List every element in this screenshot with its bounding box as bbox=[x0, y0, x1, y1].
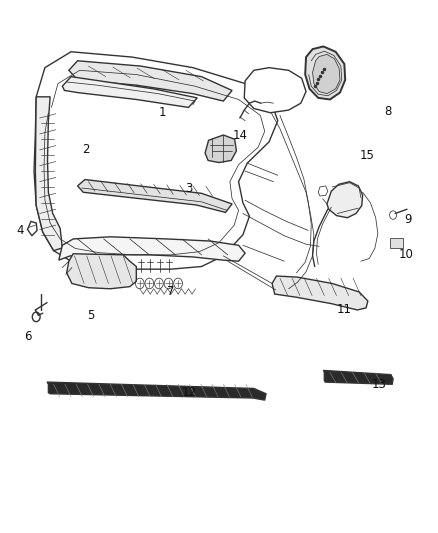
Polygon shape bbox=[59, 237, 245, 261]
Text: 13: 13 bbox=[372, 378, 387, 391]
Text: 1: 1 bbox=[159, 106, 166, 119]
Polygon shape bbox=[47, 382, 266, 400]
Polygon shape bbox=[28, 221, 37, 236]
Polygon shape bbox=[62, 77, 197, 108]
Polygon shape bbox=[78, 180, 232, 213]
Polygon shape bbox=[313, 54, 340, 94]
Polygon shape bbox=[205, 135, 237, 163]
Bar bbox=[390, 238, 403, 248]
Polygon shape bbox=[34, 52, 278, 269]
Text: 5: 5 bbox=[87, 309, 94, 322]
Text: 15: 15 bbox=[360, 149, 374, 161]
Polygon shape bbox=[244, 68, 306, 113]
Text: 11: 11 bbox=[337, 303, 352, 317]
Polygon shape bbox=[35, 97, 62, 251]
Polygon shape bbox=[67, 254, 136, 289]
Text: 8: 8 bbox=[384, 105, 392, 118]
Polygon shape bbox=[318, 186, 328, 196]
Text: 10: 10 bbox=[399, 248, 413, 261]
Text: 4: 4 bbox=[16, 224, 23, 237]
Polygon shape bbox=[305, 46, 345, 100]
Polygon shape bbox=[69, 61, 232, 101]
Text: 7: 7 bbox=[167, 286, 175, 298]
Text: 9: 9 bbox=[405, 213, 412, 227]
Polygon shape bbox=[327, 182, 363, 217]
Text: 6: 6 bbox=[25, 330, 32, 343]
Text: 2: 2 bbox=[82, 143, 90, 156]
Text: 3: 3 bbox=[185, 182, 192, 195]
Text: 14: 14 bbox=[233, 128, 247, 141]
Text: 12: 12 bbox=[182, 386, 197, 399]
Polygon shape bbox=[272, 276, 368, 310]
Polygon shape bbox=[323, 370, 393, 384]
